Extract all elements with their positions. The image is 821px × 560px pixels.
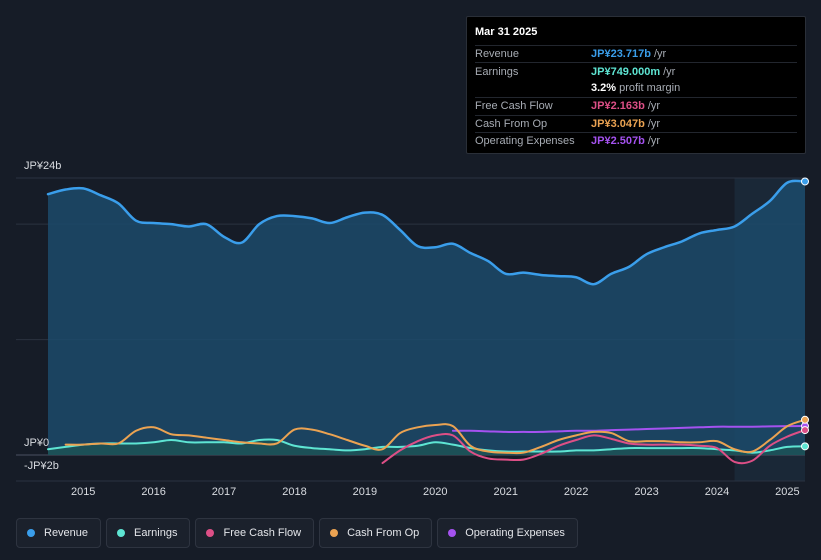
series-area-revenue bbox=[48, 180, 805, 455]
tooltip-row-earnings: Earnings JP¥749.000m /yr bbox=[475, 62, 797, 79]
series-line-revenue bbox=[46, 179, 807, 286]
tooltip-unit: profit margin bbox=[619, 82, 681, 95]
tooltip-value: JP¥3.047b bbox=[591, 117, 645, 130]
legend-item-cash-from-op[interactable]: Cash From Op bbox=[319, 518, 433, 548]
tooltip-unit: /yr bbox=[663, 65, 676, 78]
x-tick-label-2019: 2019 bbox=[353, 486, 377, 498]
series-endpoint-free-cash-flow bbox=[801, 426, 809, 435]
legend-label: Operating Expenses bbox=[465, 527, 565, 539]
legend-item-earnings[interactable]: Earnings bbox=[106, 518, 191, 548]
data-tooltip: Mar 31 2025 Revenue JP¥23.717b /yr Earni… bbox=[466, 16, 806, 154]
chart-svg: 2015 2016 2017 2018 2019 2020 2021 2022 2023 2024… bbox=[16, 177, 809, 498]
tooltip-row-operating-expenses: Operating Expenses JP¥2.507b /yr bbox=[475, 131, 797, 149]
legend-label: Revenue bbox=[44, 527, 89, 539]
x-tick-label-2023: 2023 bbox=[634, 486, 658, 498]
legend-dot-icon bbox=[448, 529, 457, 537]
series-line-cash-from-op bbox=[64, 418, 806, 455]
tooltip-value: JP¥23.717b bbox=[591, 48, 651, 61]
legend-item-revenue[interactable]: Revenue bbox=[16, 518, 102, 548]
chart-area: 2015 2016 2017 2018 2019 2020 2021 2022 2023 2024… bbox=[16, 160, 809, 498]
tooltip-row-cash-from-op: Cash From Op JP¥3.047b /yr bbox=[475, 114, 797, 132]
x-tick-label-2017: 2017 bbox=[212, 486, 236, 498]
tooltip-row-revenue: Revenue JP¥23.717b /yr bbox=[475, 45, 797, 62]
legend-dot-icon bbox=[117, 529, 126, 537]
tooltip-label: Earnings bbox=[475, 65, 519, 78]
series-area-earnings bbox=[48, 439, 805, 455]
x-tick-label-2022: 2022 bbox=[564, 486, 588, 498]
legend-item-free-cash-flow[interactable]: Free Cash Flow bbox=[195, 518, 315, 548]
x-tick-label-2021: 2021 bbox=[493, 486, 517, 498]
series-endpoint-cash-from-op bbox=[801, 415, 809, 424]
tooltip-value: JP¥749.000m bbox=[591, 65, 661, 78]
x-tick-label-2020: 2020 bbox=[423, 486, 447, 498]
tooltip-label: Cash From Op bbox=[475, 117, 548, 130]
y-tick-label-top: JP¥24b bbox=[24, 160, 62, 172]
tooltip-value: JP¥2.163b bbox=[591, 100, 645, 113]
y-tick-label-zero: JP¥0 bbox=[24, 437, 50, 449]
x-tick-label-2015: 2015 bbox=[71, 486, 95, 498]
x-tick-label-2016: 2016 bbox=[141, 486, 165, 498]
x-tick-label-2018: 2018 bbox=[282, 486, 306, 498]
series-endpoint-revenue bbox=[801, 177, 809, 186]
x-tick-label-2025: 2025 bbox=[775, 486, 799, 498]
legend-label: Cash From Op bbox=[347, 527, 420, 539]
tooltip-label: Operating Expenses bbox=[475, 135, 575, 148]
tooltip-label: Revenue bbox=[475, 48, 520, 61]
tooltip-unit: /yr bbox=[647, 117, 661, 130]
tooltip-value: 3.2% bbox=[591, 82, 617, 95]
legend-dot-icon bbox=[330, 529, 339, 537]
legend-dot-icon bbox=[206, 529, 215, 537]
y-tick-label-bottom: -JP¥2b bbox=[24, 460, 59, 472]
tooltip-unit: /yr bbox=[647, 135, 661, 148]
legend-label: Earnings bbox=[134, 527, 178, 539]
tooltip-unit: /yr bbox=[653, 48, 667, 61]
legend-dot-icon bbox=[27, 529, 35, 537]
series-endpoint-earnings bbox=[801, 442, 809, 451]
tooltip-row-free-cash-flow: Free Cash Flow JP¥2.163b /yr bbox=[475, 97, 797, 114]
x-tick-label-2024: 2024 bbox=[705, 486, 729, 498]
series-line-free-cash-flow bbox=[381, 429, 806, 465]
tooltip-label: Free Cash Flow bbox=[475, 100, 553, 113]
tooltip-row-profit-margin: 3.2% profit margin bbox=[475, 80, 797, 97]
tooltip-date: Mar 31 2025 bbox=[475, 26, 538, 38]
legend-item-operating-expenses[interactable]: Operating Expenses bbox=[437, 518, 578, 548]
series-line-earnings bbox=[47, 438, 806, 454]
series-line-operating-expenses bbox=[451, 425, 806, 433]
tooltip-value: JP¥2.507b bbox=[591, 135, 645, 148]
legend-label: Free Cash Flow bbox=[223, 527, 302, 539]
chart-legend: Revenue Earnings Free Cash Flow Cash Fro… bbox=[16, 518, 578, 548]
tooltip-unit: /yr bbox=[647, 100, 661, 113]
